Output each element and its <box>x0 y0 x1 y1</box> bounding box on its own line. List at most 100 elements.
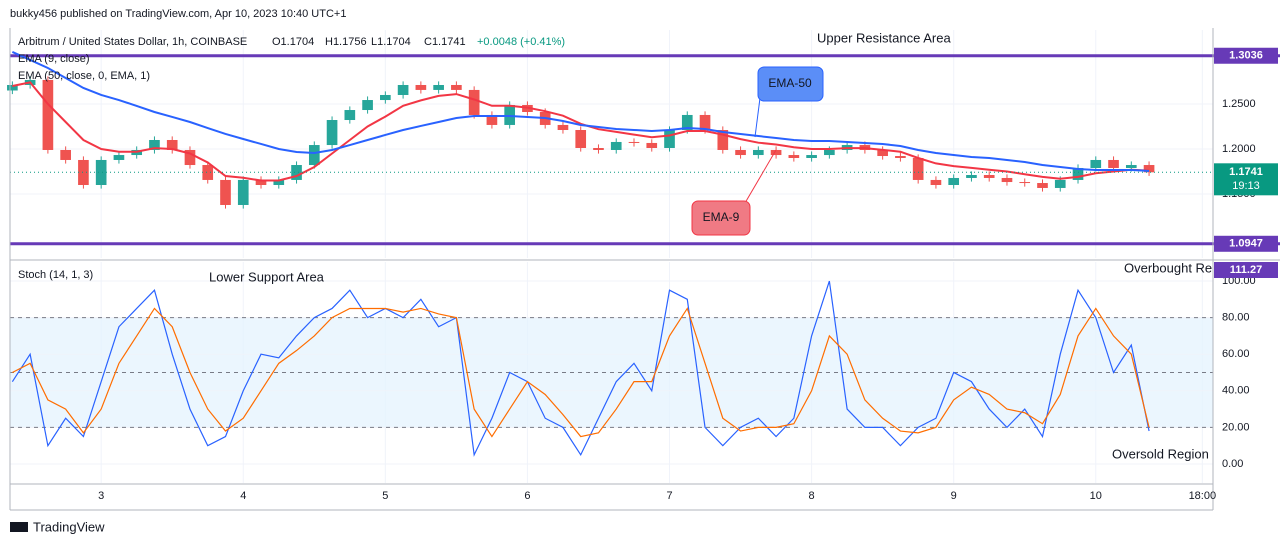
annotation: Upper Resistance Area <box>817 30 951 45</box>
candle-body <box>948 177 960 186</box>
candle-body <box>699 114 711 131</box>
candle-body <box>646 142 658 149</box>
candle-body <box>735 149 746 156</box>
price-tag <box>1214 163 1278 196</box>
y-tick-label: 80.00 <box>1222 312 1250 324</box>
y-tick-label: 40.00 <box>1222 385 1250 397</box>
x-tick-label: 18:00 <box>1189 490 1217 502</box>
callout <box>757 66 824 102</box>
ema-line <box>11 51 1150 172</box>
candle-body <box>415 84 427 90</box>
y-tick-label: 0.00 <box>1222 458 1243 470</box>
stoch-line <box>12 307 1150 438</box>
candle-body <box>220 179 231 205</box>
candle-body <box>326 120 338 146</box>
candle-body <box>78 159 89 186</box>
candle-body <box>1090 159 1102 168</box>
candle-body <box>1019 182 1031 184</box>
stoch-title: Stoch (14, 1, 3) <box>18 269 93 281</box>
callout-pointer <box>744 149 777 204</box>
candle-body <box>397 84 409 95</box>
candle-body <box>575 130 587 149</box>
ohlc-open: O1.1704 <box>272 36 314 48</box>
candle-body <box>770 149 782 156</box>
x-tick-label: 9 <box>951 490 957 502</box>
candle-body <box>433 84 444 90</box>
candle-body <box>664 130 675 149</box>
candle-body <box>149 139 160 150</box>
candle-body <box>7 84 18 91</box>
annotation: Oversold Region <box>1112 446 1209 461</box>
candle-body <box>95 159 107 186</box>
candle-body <box>202 165 214 180</box>
candle-body <box>806 155 817 158</box>
candle-body <box>291 165 302 180</box>
footer: TradingView <box>33 519 105 534</box>
candle-body <box>788 155 800 158</box>
level-label: 1.0947 <box>1229 238 1263 250</box>
x-tick-label: 10 <box>1090 490 1102 502</box>
candle-body <box>628 141 640 143</box>
y-tick-label: 60.00 <box>1222 348 1250 360</box>
candle-body <box>912 157 924 180</box>
level-label: 1.3036 <box>1229 50 1263 62</box>
ohlc-high: H1.1756 <box>325 36 367 48</box>
candle-body <box>166 139 178 150</box>
candle-body <box>1125 165 1137 168</box>
candle-body <box>42 79 54 150</box>
legend-ema50: EMA (50, close, 0, EMA, 1) <box>18 70 150 82</box>
candle-body <box>237 179 249 205</box>
callout <box>691 200 751 236</box>
annotation: Overbought Re <box>1124 260 1212 275</box>
candle-body <box>1072 167 1084 180</box>
annotation: EMA-50 <box>768 76 812 90</box>
y-tick-label: 1.2500 <box>1222 98 1256 110</box>
symbol: Arbitrum / United States Dollar, 1h, COI… <box>18 36 247 48</box>
candle-body <box>824 149 835 156</box>
logo <box>10 522 28 532</box>
candle-body <box>362 100 373 111</box>
x-tick-label: 8 <box>809 490 815 502</box>
candle-body <box>877 149 888 157</box>
candle-body <box>681 114 693 131</box>
price-tag <box>1214 235 1278 252</box>
x-tick-label: 3 <box>98 490 104 502</box>
ohlc-low: L1.1704 <box>371 36 411 48</box>
candle-body <box>344 110 356 121</box>
candle-body <box>451 84 462 90</box>
candle-body <box>557 124 569 131</box>
y-tick-label: 20.00 <box>1222 421 1250 433</box>
candle-body <box>184 149 196 166</box>
candle-body <box>983 175 995 178</box>
candle-body <box>930 179 942 186</box>
candle-body <box>895 156 906 158</box>
candle-body <box>468 89 480 115</box>
x-tick-label: 7 <box>666 490 672 502</box>
candle-body <box>255 179 267 186</box>
candle-body <box>1001 177 1013 183</box>
annotation: EMA-9 <box>703 210 740 224</box>
candle-body <box>1108 159 1119 168</box>
candle-body <box>380 94 391 101</box>
candle-body <box>273 179 285 186</box>
price-tag <box>1214 47 1278 64</box>
publisher: bukky456 published on TradingView.com, A… <box>10 8 346 20</box>
callout-pointer <box>754 97 761 138</box>
x-tick-label: 6 <box>524 490 530 502</box>
x-tick-label: 4 <box>240 490 246 502</box>
annotation: Lower Support Area <box>209 269 325 284</box>
candle-body <box>1054 179 1066 188</box>
candle-body <box>752 149 764 156</box>
x-tick-label: 5 <box>382 490 388 502</box>
candle-body <box>60 149 71 160</box>
countdown: 19:13 <box>1232 180 1260 192</box>
ohlc-change: +0.0048 (+0.41%) <box>477 36 565 48</box>
legend-ema9: EMA (9, close) <box>18 53 90 65</box>
candle-body <box>308 145 320 166</box>
candle-body <box>717 130 729 150</box>
candle-body <box>593 148 604 150</box>
ema-line <box>12 81 1150 182</box>
